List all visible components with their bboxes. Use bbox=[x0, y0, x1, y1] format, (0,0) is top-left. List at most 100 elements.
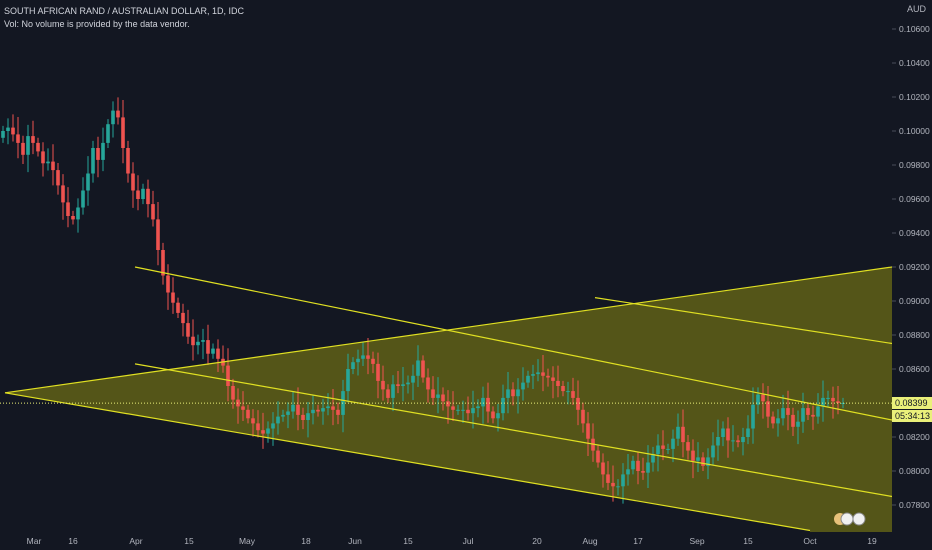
candle bbox=[481, 386, 485, 424]
candle bbox=[336, 402, 340, 425]
candle bbox=[421, 355, 425, 383]
candle bbox=[31, 120, 35, 155]
candle bbox=[556, 365, 560, 398]
candle bbox=[501, 384, 505, 421]
candle bbox=[211, 343, 215, 359]
candle bbox=[781, 394, 785, 426]
candle bbox=[46, 148, 50, 171]
time-tick-label: 15 bbox=[743, 536, 753, 546]
last-price-badge: 0.08399 bbox=[892, 397, 932, 410]
candle bbox=[451, 391, 455, 422]
countdown-badge: 05:34:13 bbox=[892, 410, 932, 423]
candle bbox=[366, 338, 370, 375]
candle bbox=[581, 402, 585, 433]
candle bbox=[121, 100, 125, 164]
candle bbox=[516, 378, 520, 414]
time-tick-label: May bbox=[239, 536, 256, 546]
channel-lower-line[interactable] bbox=[4, 392, 811, 532]
candle bbox=[716, 419, 720, 461]
candle bbox=[301, 407, 305, 430]
candle bbox=[356, 349, 360, 376]
candle bbox=[611, 465, 615, 502]
candle bbox=[266, 421, 270, 443]
candle bbox=[91, 140, 95, 183]
candle bbox=[401, 366, 405, 402]
candle bbox=[616, 479, 620, 496]
candle bbox=[606, 461, 610, 491]
time-tick-label: 15 bbox=[403, 536, 413, 546]
candle bbox=[631, 455, 635, 475]
candle bbox=[391, 375, 395, 412]
candle bbox=[286, 402, 290, 429]
candle bbox=[636, 451, 640, 485]
candle bbox=[471, 390, 475, 429]
price-tick-label: 0.10400 bbox=[899, 58, 930, 68]
candle bbox=[66, 187, 70, 228]
candle bbox=[371, 351, 375, 374]
price-tick-label: 0.08000 bbox=[899, 466, 930, 476]
candle bbox=[201, 328, 205, 360]
candle bbox=[806, 403, 810, 420]
chart-legend: SOUTH AFRICAN RAND / AUSTRALIAN DOLLAR, … bbox=[4, 5, 244, 31]
candle bbox=[406, 375, 410, 394]
candle bbox=[676, 413, 680, 446]
candle bbox=[11, 114, 15, 142]
candle bbox=[441, 387, 445, 411]
dividends-icon[interactable] bbox=[840, 512, 854, 526]
candle bbox=[271, 412, 275, 446]
candle bbox=[686, 434, 690, 460]
splits-icon[interactable] bbox=[852, 512, 866, 526]
candle bbox=[181, 303, 185, 337]
events-badges[interactable] bbox=[832, 512, 872, 526]
candle bbox=[396, 371, 400, 394]
candle bbox=[161, 242, 165, 285]
price-tick-label: 0.07800 bbox=[899, 500, 930, 510]
time-tick-label: 19 bbox=[867, 536, 877, 546]
price-tick-label: 0.09600 bbox=[899, 194, 930, 204]
candle bbox=[536, 359, 540, 382]
candle bbox=[811, 405, 815, 430]
channel-lines[interactable] bbox=[4, 266, 893, 532]
channel-parallel-line[interactable] bbox=[134, 266, 893, 421]
candle bbox=[136, 175, 140, 211]
channel-parallel-line[interactable] bbox=[594, 297, 893, 345]
candle bbox=[416, 345, 420, 388]
price-axis[interactable]: 0.10600 0.10400 0.10200 0.10000 0.09800 0.096… bbox=[892, 0, 932, 550]
symbol-title[interactable]: SOUTH AFRICAN RAND / AUSTRALIAN DOLLAR, … bbox=[4, 6, 245, 16]
candle bbox=[256, 410, 260, 438]
candle bbox=[16, 117, 20, 159]
candle bbox=[766, 386, 770, 428]
candle bbox=[626, 454, 630, 486]
candle bbox=[76, 198, 80, 233]
time-axis[interactable]: Mar 16 Apr 15 May 18 Jun 15 Jul 20 Aug 17 Sep 15 Oct 19 bbox=[0, 532, 932, 550]
candle bbox=[566, 381, 570, 405]
candle bbox=[656, 434, 660, 472]
candle bbox=[41, 142, 45, 177]
time-tick-label: Aug bbox=[582, 536, 597, 546]
candle bbox=[661, 430, 665, 461]
candle bbox=[86, 156, 90, 206]
candle bbox=[671, 429, 675, 463]
candle bbox=[331, 389, 335, 426]
candle bbox=[386, 384, 390, 403]
channel-parallel-line[interactable] bbox=[134, 363, 893, 498]
candle bbox=[316, 404, 320, 417]
time-tick-label: Jun bbox=[348, 536, 362, 546]
candle bbox=[216, 339, 220, 373]
candle bbox=[21, 135, 25, 164]
candle bbox=[166, 264, 170, 310]
candle bbox=[791, 407, 795, 436]
candle bbox=[311, 394, 315, 425]
price-tick-label: 0.08600 bbox=[899, 364, 930, 374]
candle bbox=[721, 421, 725, 447]
price-tick-label: 0.08200 bbox=[899, 432, 930, 442]
candle bbox=[376, 352, 380, 399]
currency-label: AUD bbox=[907, 4, 927, 14]
candle bbox=[431, 376, 435, 406]
time-tick-label: Jul bbox=[463, 536, 474, 546]
candle bbox=[296, 387, 300, 431]
price-tick-label: 0.09000 bbox=[899, 296, 930, 306]
candle bbox=[51, 144, 55, 186]
candle bbox=[711, 432, 715, 465]
